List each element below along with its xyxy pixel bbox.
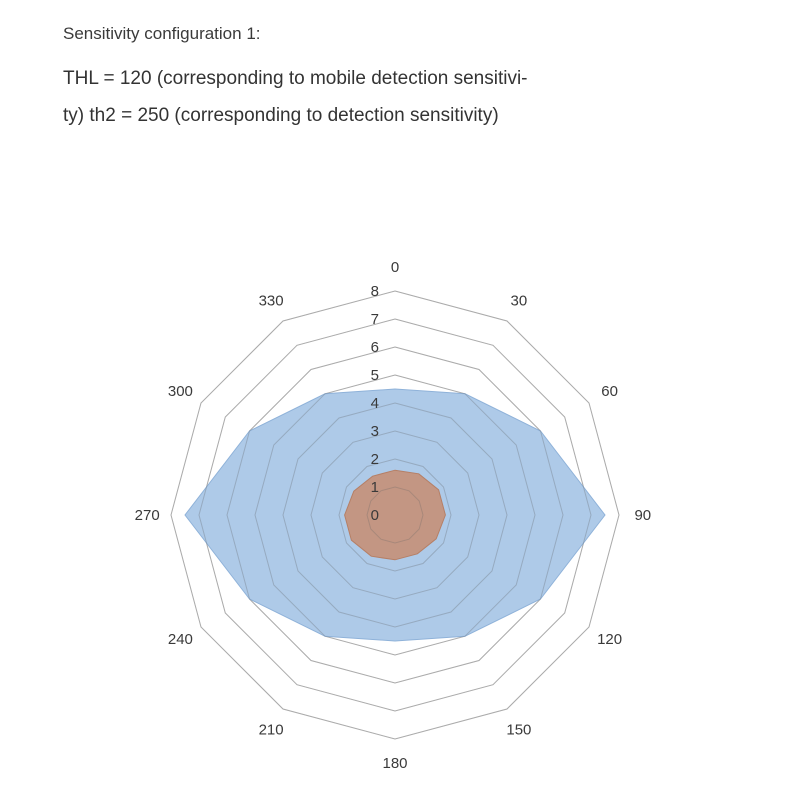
angle-label: 240 xyxy=(168,631,193,648)
angle-label: 210 xyxy=(259,722,284,739)
grid-ring-overlay xyxy=(310,430,480,600)
angle-label: 150 xyxy=(506,722,531,739)
radial-tick-label: 7 xyxy=(371,311,379,328)
radial-tick-label: 3 xyxy=(371,423,379,440)
chart-caption: Sensitivity configuration 1: THL = 120 (… xyxy=(63,24,528,134)
caption-text-line-2: ty) th2 = 250 (corresponding to detectio… xyxy=(63,105,499,126)
radial-tick-label: 2 xyxy=(371,451,379,468)
radial-tick-label: 0 xyxy=(371,507,379,524)
radial-tick-label: 6 xyxy=(371,339,379,356)
angle-label: 0 xyxy=(391,259,399,276)
angle-label: 270 xyxy=(135,507,160,524)
grid-ring xyxy=(198,318,592,712)
angle-label: 120 xyxy=(597,631,622,648)
angle-label: 90 xyxy=(634,507,651,524)
grid-ring-overlay xyxy=(254,374,536,656)
radial-tick-label: 1 xyxy=(371,479,379,496)
grid-ring-overlay xyxy=(282,402,508,628)
series-polygon-inner-region xyxy=(344,469,446,561)
grid-ring xyxy=(170,290,620,740)
angle-label: 60 xyxy=(601,383,618,400)
radial-tick-label: 8 xyxy=(371,283,379,300)
grid-ring-overlay xyxy=(366,486,424,544)
grid-ring-overlay xyxy=(170,290,620,740)
grid-ring-overlay xyxy=(198,318,592,712)
caption-title: Sensitivity configuration 1: xyxy=(63,24,261,43)
radial-tick-label: 4 xyxy=(371,395,379,412)
angle-label: 330 xyxy=(259,292,284,309)
angle-label: 180 xyxy=(382,755,407,772)
angle-label: 30 xyxy=(511,292,528,309)
grid-ring-overlay xyxy=(226,346,564,684)
radial-tick-label: 5 xyxy=(371,367,379,384)
angle-label: 300 xyxy=(168,383,193,400)
caption-text-line-1: THL = 120 (corresponding to mobile detec… xyxy=(63,68,528,89)
grid-ring-overlay xyxy=(338,458,452,572)
